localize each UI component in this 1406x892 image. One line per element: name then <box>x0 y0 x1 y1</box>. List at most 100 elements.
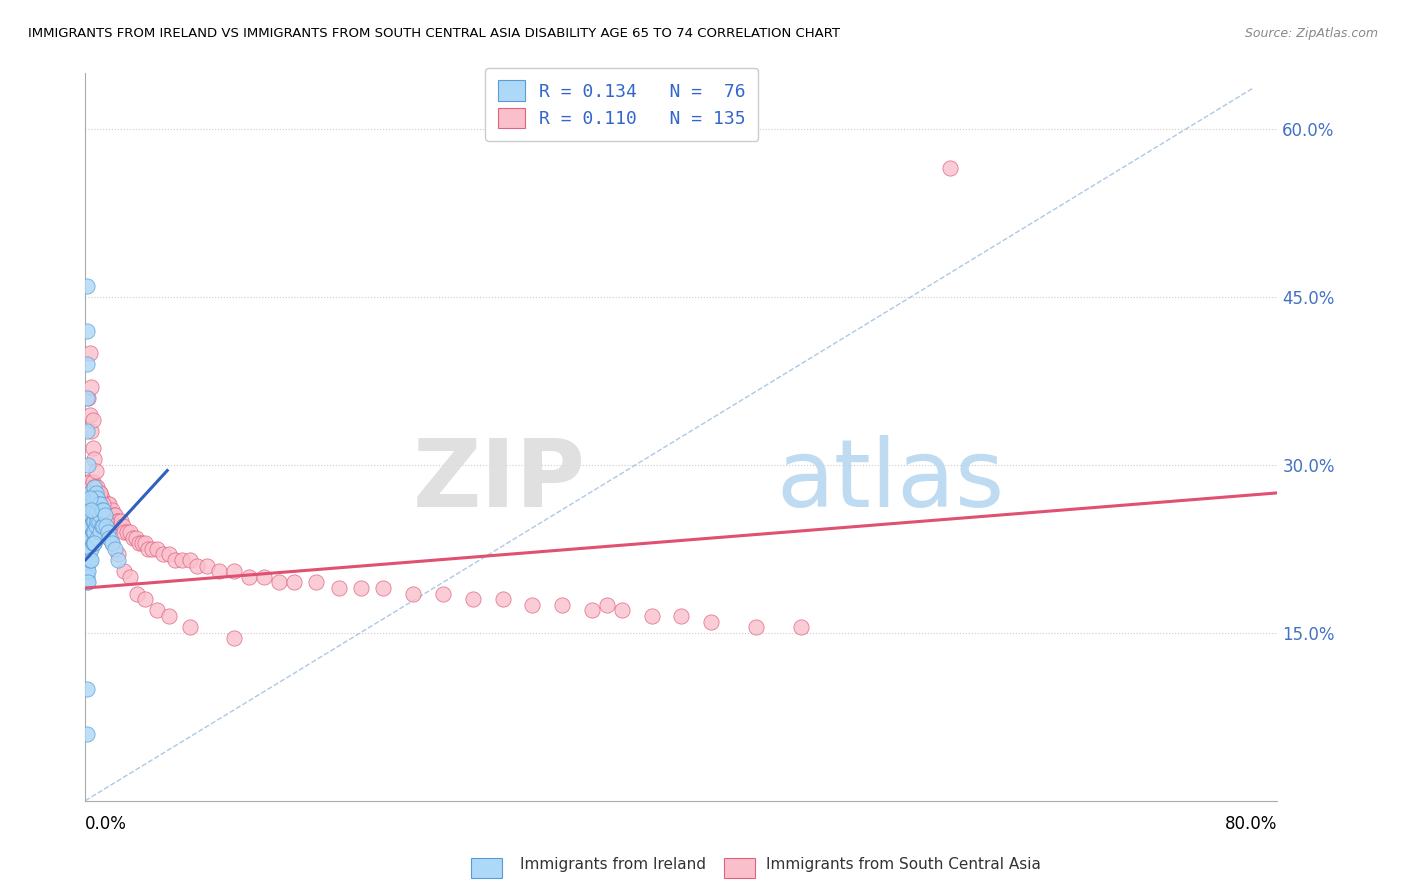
Point <box>104 541 127 556</box>
Point <box>76 531 98 545</box>
Point <box>79 531 101 545</box>
Point <box>103 508 125 523</box>
Point <box>152 548 174 562</box>
Point <box>172 553 194 567</box>
Point <box>131 536 153 550</box>
Point <box>80 379 103 393</box>
Point <box>179 620 201 634</box>
Point <box>111 519 134 533</box>
Point <box>91 502 114 516</box>
Point <box>581 603 603 617</box>
Point <box>108 519 131 533</box>
Point <box>83 502 105 516</box>
Point <box>86 502 108 516</box>
Point <box>115 524 138 539</box>
Point <box>141 541 163 556</box>
Point <box>79 408 101 422</box>
Point <box>79 519 101 533</box>
Point <box>197 558 219 573</box>
Point <box>77 502 100 516</box>
Point <box>80 480 103 494</box>
Point <box>127 586 149 600</box>
Legend: R = 0.134   N =  76, R = 0.110   N = 135: R = 0.134 N = 76, R = 0.110 N = 135 <box>485 68 758 141</box>
Point <box>79 491 101 506</box>
Point <box>83 491 105 506</box>
Point <box>101 536 124 550</box>
Point <box>596 598 619 612</box>
Point <box>80 541 103 556</box>
Point <box>79 531 101 545</box>
Point <box>98 497 121 511</box>
Point <box>105 514 128 528</box>
Point <box>125 531 148 545</box>
Point <box>87 514 110 528</box>
Point <box>100 508 122 523</box>
Point <box>77 553 100 567</box>
Point <box>76 558 98 573</box>
Point <box>84 486 107 500</box>
Point <box>267 575 290 590</box>
Point <box>208 564 231 578</box>
Point <box>82 514 104 528</box>
Text: 0.0%: 0.0% <box>86 815 127 833</box>
Point <box>77 536 100 550</box>
Point <box>84 480 107 494</box>
Point <box>134 536 156 550</box>
Point <box>82 524 104 539</box>
Point <box>432 586 454 600</box>
Point <box>76 425 98 439</box>
Point <box>76 324 98 338</box>
Point <box>80 553 103 567</box>
Point <box>98 531 121 545</box>
Point <box>86 486 108 500</box>
Point <box>112 524 135 539</box>
Point <box>77 564 100 578</box>
Text: IMMIGRANTS FROM IRELAND VS IMMIGRANTS FROM SOUTH CENTRAL ASIA DISABILITY AGE 65 : IMMIGRANTS FROM IRELAND VS IMMIGRANTS FR… <box>28 27 841 40</box>
Point <box>77 531 100 545</box>
Point <box>76 491 98 506</box>
Point <box>745 620 768 634</box>
Point <box>77 553 100 567</box>
Point <box>101 502 124 516</box>
Point <box>76 541 98 556</box>
Point <box>610 603 633 617</box>
Point <box>80 425 103 439</box>
Point <box>90 514 112 528</box>
Point <box>107 553 129 567</box>
Point <box>76 391 98 405</box>
Point <box>91 519 114 533</box>
Point <box>90 502 112 516</box>
Point <box>76 564 98 578</box>
Point <box>77 514 100 528</box>
Point <box>146 603 169 617</box>
Point <box>79 497 101 511</box>
Point <box>79 497 101 511</box>
Text: atlas: atlas <box>776 434 1005 526</box>
Point <box>224 564 246 578</box>
Point <box>134 592 156 607</box>
Point <box>136 541 159 556</box>
Point <box>83 514 105 528</box>
Point <box>76 508 98 523</box>
Point <box>79 486 101 500</box>
Point <box>89 497 111 511</box>
Point <box>82 475 104 489</box>
Point <box>76 575 98 590</box>
Point <box>76 548 98 562</box>
Point <box>128 536 150 550</box>
Point <box>80 531 103 545</box>
Point <box>79 346 101 360</box>
Point <box>522 598 544 612</box>
Point <box>671 609 693 624</box>
Text: ZIP: ZIP <box>413 434 586 526</box>
Point <box>82 413 104 427</box>
Point <box>86 531 108 545</box>
Point <box>107 548 129 562</box>
Point <box>101 536 124 550</box>
Point <box>328 581 350 595</box>
Point <box>551 598 574 612</box>
Point <box>80 502 103 516</box>
Point <box>238 570 260 584</box>
Point <box>107 514 129 528</box>
Point <box>91 508 114 523</box>
